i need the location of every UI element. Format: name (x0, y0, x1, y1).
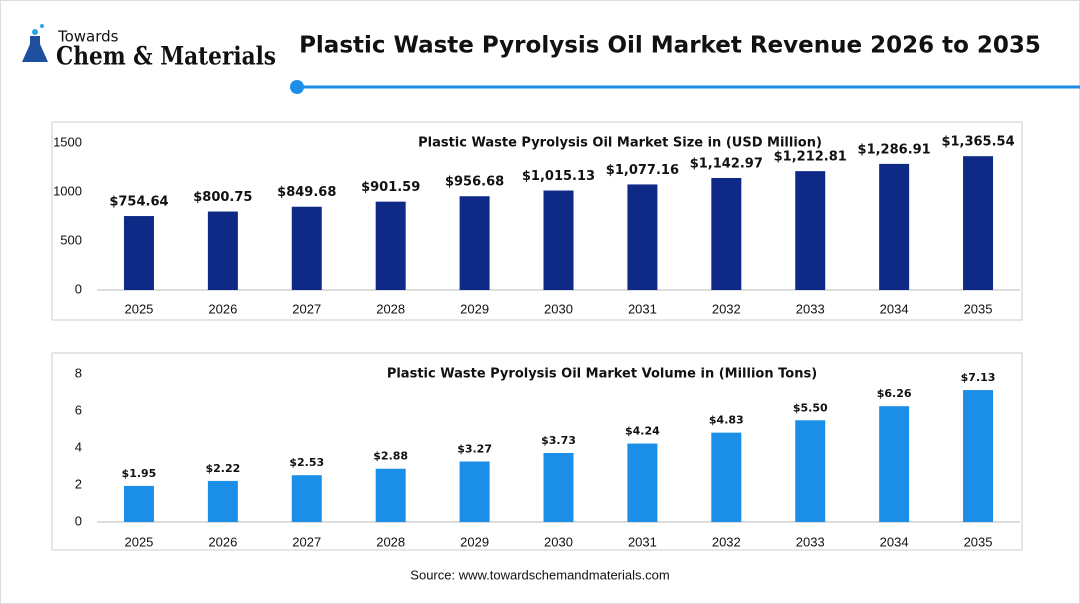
value-label: $4.24 (625, 425, 660, 438)
x-tick-label: 2029 (460, 534, 489, 549)
bar (123, 216, 154, 290)
x-tick-label: 2035 (964, 534, 993, 549)
bar (207, 480, 238, 522)
bar (627, 443, 658, 522)
x-tick-label: 2034 (880, 301, 909, 316)
bar (543, 190, 574, 290)
panel (51, 121, 1023, 321)
bar (123, 485, 154, 522)
value-label: $849.68 (277, 185, 336, 200)
value-label: $2.53 (289, 456, 324, 469)
bar (795, 171, 826, 290)
value-label: $956.68 (445, 175, 504, 190)
y-tick-label: 0 (75, 513, 82, 528)
panel (51, 352, 1023, 551)
bar (459, 461, 490, 522)
x-tick-label: 2032 (712, 301, 741, 316)
x-tick-label: 2026 (208, 534, 237, 549)
y-tick-label: 1500 (53, 134, 82, 149)
y-tick-label: 500 (60, 232, 82, 247)
value-label: $3.27 (457, 443, 492, 456)
bar (543, 452, 574, 522)
x-tick-label: 2029 (460, 301, 489, 316)
bar (207, 211, 238, 290)
value-label: $4.83 (709, 414, 744, 427)
bar (711, 177, 742, 290)
y-tick-label: 4 (75, 439, 82, 454)
value-label: $1.95 (122, 467, 157, 480)
bar (963, 156, 994, 290)
bar (963, 390, 994, 522)
header-dot (290, 80, 304, 94)
bar (459, 196, 490, 290)
x-tick-label: 2033 (796, 534, 825, 549)
logo-main: Chem & Materials (56, 42, 276, 71)
x-tick-label: 2033 (796, 301, 825, 316)
main-title: Plastic Waste Pyrolysis Oil Market Reven… (299, 33, 1041, 59)
chart-title: Plastic Waste Pyrolysis Oil Market Volum… (387, 367, 817, 382)
bar (711, 432, 742, 522)
value-label: $3.73 (541, 434, 576, 447)
value-label: $754.64 (109, 195, 168, 210)
x-tick-label: 2031 (628, 301, 657, 316)
x-tick-label: 2028 (376, 534, 405, 549)
x-tick-label: 2035 (964, 301, 993, 316)
chart-title: Plastic Waste Pyrolysis Oil Market Size … (418, 136, 822, 151)
logo-top: Towards (57, 28, 119, 46)
x-tick-label: 2030 (544, 301, 573, 316)
value-label: $1,142.97 (690, 156, 763, 171)
value-label: $1,015.13 (522, 169, 595, 184)
x-tick-label: 2025 (124, 534, 153, 549)
x-tick-label: 2028 (376, 301, 405, 316)
value-label: $1,286.91 (858, 142, 931, 157)
x-tick-label: 2025 (124, 301, 153, 316)
bar (879, 406, 910, 522)
source: Source: www.towardschemandmaterials.com (410, 567, 669, 582)
x-tick-label: 2026 (208, 301, 237, 316)
value-label: $1,212.81 (774, 150, 847, 165)
x-tick-label: 2027 (292, 301, 321, 316)
y-tick-label: 0 (75, 281, 82, 296)
bar (795, 420, 826, 522)
x-tick-label: 2032 (712, 534, 741, 549)
value-label: $7.13 (961, 371, 996, 384)
y-tick-label: 2 (75, 476, 82, 491)
x-tick-label: 2031 (628, 534, 657, 549)
bar (291, 206, 322, 290)
y-tick-label: 8 (75, 365, 82, 380)
bar (375, 468, 406, 522)
value-label: $6.26 (877, 387, 912, 400)
value-label: $800.75 (193, 190, 252, 205)
bar (291, 475, 322, 522)
y-tick-label: 6 (75, 402, 82, 417)
bar (879, 163, 910, 290)
bar (375, 201, 406, 290)
x-tick-label: 2030 (544, 534, 573, 549)
x-tick-label: 2034 (880, 534, 909, 549)
bar (627, 184, 658, 290)
logo-icon (22, 24, 48, 62)
value-label: $2.22 (205, 462, 240, 475)
value-label: $1,365.54 (941, 135, 1014, 150)
value-label: $5.50 (793, 401, 828, 414)
x-tick-label: 2027 (292, 534, 321, 549)
y-tick-label: 1000 (53, 183, 82, 198)
value-label: $2.88 (373, 450, 408, 463)
value-label: $1,077.16 (606, 163, 679, 178)
value-label: $901.59 (361, 180, 420, 195)
